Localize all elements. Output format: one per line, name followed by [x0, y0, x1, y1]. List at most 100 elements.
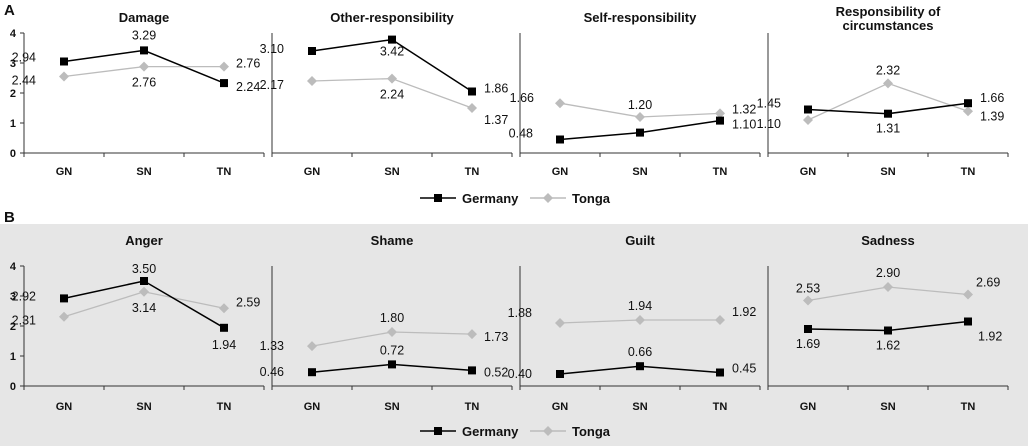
- x-tick-label: TN: [465, 401, 480, 413]
- x-tick-label: SN: [136, 401, 151, 413]
- data-label: 1.66: [980, 91, 1004, 105]
- data-label: 1.86: [484, 82, 508, 96]
- legend-label-germany: Germany: [462, 424, 519, 439]
- data-point-tonga: [139, 61, 149, 72]
- x-tick-label: GN: [304, 166, 321, 178]
- x-tick-label: TN: [961, 401, 976, 413]
- chart-3: Self-responsibility GN SN TN 1.66 1.20 1.32 0.4…: [509, 10, 761, 178]
- y-tick-label: 1: [10, 118, 16, 130]
- data-point-tonga: [59, 71, 69, 82]
- data-point-germany: [140, 46, 148, 55]
- x-tick-label: TN: [961, 166, 976, 178]
- chart-8: Sadness GN SN TN 2.53 2.90 2.69 1.69 1.62 1.92: [767, 233, 1009, 413]
- data-point-tonga: [963, 106, 973, 117]
- x-tick-label: GN: [304, 401, 321, 413]
- data-point-germany: [388, 35, 396, 44]
- x-tick-label: SN: [384, 166, 399, 178]
- x-tick-label: GN: [552, 166, 569, 178]
- y-tick-label: 0: [10, 148, 16, 160]
- x-tick-label: GN: [800, 401, 817, 413]
- y-tick-label: 3: [10, 58, 16, 70]
- y-tick-label: 3: [10, 291, 16, 303]
- data-label: 1.80: [380, 311, 404, 325]
- data-point-germany: [220, 79, 228, 88]
- data-point-germany: [140, 277, 148, 285]
- data-point-germany: [884, 326, 892, 335]
- x-tick-label: GN: [800, 166, 817, 178]
- x-tick-label: SN: [136, 166, 151, 178]
- data-label: 0.52: [484, 365, 508, 379]
- data-label: 1.33: [260, 339, 284, 353]
- y-tick-label: 2: [10, 321, 16, 333]
- data-point-tonga: [307, 76, 317, 86]
- data-label: 1.92: [732, 305, 756, 319]
- data-label: 2.94: [12, 51, 36, 65]
- panel-b-label: B: [4, 209, 15, 226]
- data-label: 0.45: [732, 362, 756, 376]
- data-point-germany: [468, 87, 476, 96]
- data-label: 3.42: [380, 45, 404, 59]
- legend-label-tonga: Tonga: [572, 424, 611, 439]
- chart-1: Damage 0 1 2 3 4 GN SN TN 2.44 2.76 2.76 2.94 3.29 2.2…: [10, 10, 265, 178]
- data-point-tonga: [219, 303, 229, 314]
- data-label: 2.24: [236, 80, 260, 94]
- data-point-germany: [60, 57, 68, 66]
- data-label: 0.48: [509, 127, 533, 141]
- data-label: 1.69: [796, 337, 820, 351]
- data-point-germany: [308, 47, 316, 55]
- chart-title: Sadness: [861, 233, 914, 248]
- data-point-tonga: [555, 98, 565, 109]
- data-label: 0.46: [260, 365, 284, 379]
- y-tick-label: 4: [10, 28, 17, 40]
- data-point-tonga: [59, 311, 69, 322]
- x-tick-label: TN: [217, 166, 232, 178]
- data-label: 2.32: [876, 63, 900, 77]
- chart-title: Anger: [125, 233, 163, 248]
- chart-title: Damage: [119, 10, 170, 25]
- legend-a: Germany Tonga: [420, 191, 611, 206]
- data-point-germany: [556, 135, 564, 144]
- data-point-tonga: [883, 78, 893, 89]
- data-point-tonga: [219, 61, 229, 72]
- data-label: 1.37: [484, 113, 508, 127]
- x-tick-label: TN: [713, 166, 728, 178]
- data-label: 1.94: [628, 299, 652, 313]
- chart-title: Guilt: [625, 233, 655, 248]
- chart-title: Responsibility of circumstances: [836, 4, 941, 33]
- x-tick-label: SN: [880, 401, 895, 413]
- x-tick-label: GN: [56, 166, 73, 178]
- panel-b-background: [0, 224, 1028, 446]
- legend-b: Germany Tonga: [420, 424, 611, 439]
- legend-marker-tonga: [543, 193, 553, 203]
- x-tick-label: SN: [384, 401, 399, 413]
- data-label: 1.45: [757, 97, 781, 111]
- data-label: 1.31: [876, 122, 900, 136]
- data-point-germany: [60, 294, 68, 303]
- data-point-germany: [636, 362, 644, 371]
- data-label: 1.39: [980, 109, 1004, 123]
- data-point-tonga: [803, 295, 813, 306]
- legend-marker-germany: [434, 194, 442, 202]
- data-point-tonga: [963, 289, 973, 300]
- data-label: 2.92: [12, 289, 36, 303]
- data-point-tonga: [467, 329, 477, 340]
- data-label: 1.10: [732, 118, 756, 132]
- data-label: 2.76: [132, 76, 156, 90]
- data-point-tonga: [387, 327, 397, 337]
- data-label: 1.66: [510, 91, 534, 105]
- data-point-germany: [716, 116, 724, 125]
- data-label: 1.62: [876, 339, 900, 353]
- chart-4: Responsibility of circumstances GN SN TN 1.10…: [757, 4, 1009, 178]
- y-tick-label: 4: [10, 261, 17, 273]
- data-point-germany: [964, 317, 972, 326]
- data-label: 0.66: [628, 345, 652, 359]
- data-label: 3.10: [260, 42, 284, 56]
- data-label: 2.90: [876, 266, 900, 280]
- data-label: 2.24: [380, 88, 404, 102]
- y-tick-label: 2: [10, 88, 16, 100]
- x-tick-label: GN: [56, 401, 73, 413]
- data-label: 2.31: [12, 314, 36, 328]
- x-tick-label: SN: [632, 166, 647, 178]
- data-label: 1.10: [757, 117, 781, 131]
